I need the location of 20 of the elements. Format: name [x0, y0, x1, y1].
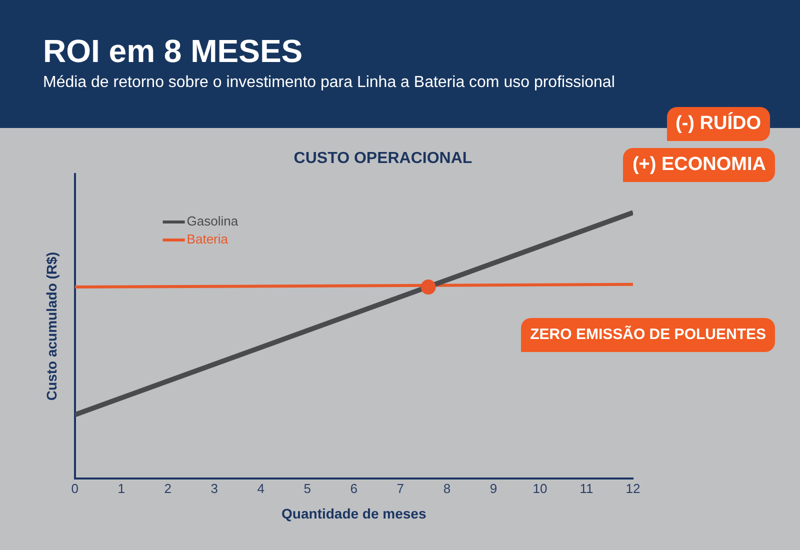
y-axis-title: Custo acumulado (R$) [43, 252, 60, 401]
chart-title: ROI em 8 MESES [43, 32, 303, 70]
x-tick-label: 6 [350, 480, 358, 496]
x-tick-label: 11 [580, 480, 594, 496]
x-tick-label: 3 [210, 480, 218, 496]
x-tick-label: 4 [257, 480, 264, 496]
x-tick-label: 5 [304, 480, 311, 496]
x-tick-label: 0 [71, 480, 78, 496]
x-tick-label: 9 [490, 480, 498, 496]
x-tick-label: 8 [443, 480, 451, 496]
x-tick-label: 10 [532, 480, 548, 496]
legend-label: Gasolina [186, 214, 239, 229]
chart-subtitle: Média de retorno sobre o investimento para Linha a Bateria com uso profissional [43, 73, 615, 93]
x-tick-label: 7 [396, 480, 404, 496]
x-axis-title: Quantidade de meses [282, 505, 426, 522]
legend-label: Bateria [186, 232, 229, 247]
text: CUSTO OPERACIONAL [294, 149, 472, 169]
x-tick-label: 2 [164, 480, 172, 496]
x-tick-label: 1 [118, 480, 125, 496]
x-tick-label: 12 [626, 480, 640, 496]
